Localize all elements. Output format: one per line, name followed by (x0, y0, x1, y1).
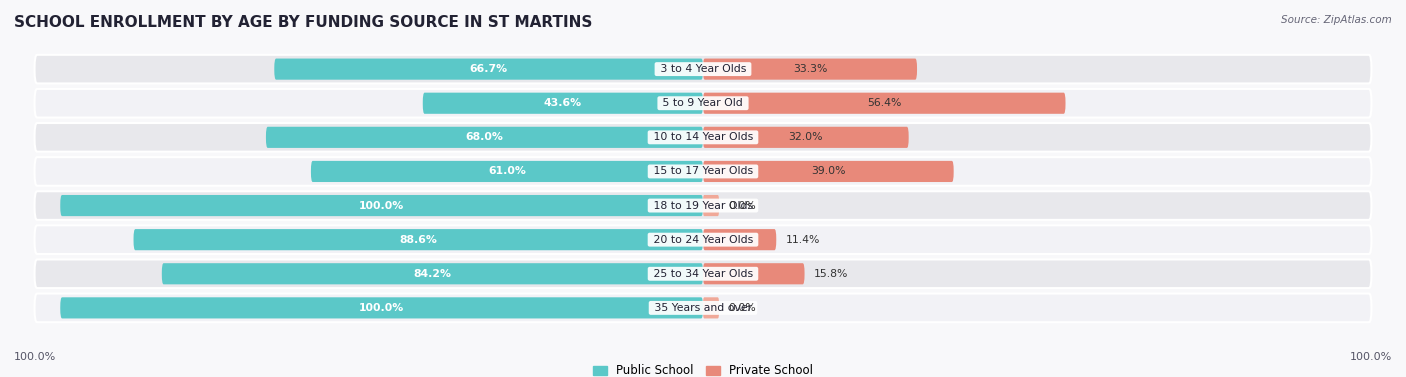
FancyBboxPatch shape (35, 55, 1371, 83)
Text: 32.0%: 32.0% (789, 132, 823, 143)
FancyBboxPatch shape (703, 161, 953, 182)
Text: 15 to 17 Year Olds: 15 to 17 Year Olds (650, 166, 756, 176)
Text: 100.0%: 100.0% (14, 352, 56, 362)
Text: 68.0%: 68.0% (465, 132, 503, 143)
Text: 100.0%: 100.0% (359, 303, 405, 313)
FancyBboxPatch shape (703, 58, 917, 80)
Text: 11.4%: 11.4% (786, 234, 820, 245)
Text: 43.6%: 43.6% (544, 98, 582, 108)
FancyBboxPatch shape (134, 229, 703, 250)
Text: 25 to 34 Year Olds: 25 to 34 Year Olds (650, 269, 756, 279)
FancyBboxPatch shape (35, 259, 1371, 288)
FancyBboxPatch shape (60, 195, 703, 216)
FancyBboxPatch shape (703, 195, 718, 216)
Text: SCHOOL ENROLLMENT BY AGE BY FUNDING SOURCE IN ST MARTINS: SCHOOL ENROLLMENT BY AGE BY FUNDING SOUR… (14, 15, 592, 30)
FancyBboxPatch shape (35, 89, 1371, 118)
FancyBboxPatch shape (703, 127, 908, 148)
Text: 18 to 19 Year Olds: 18 to 19 Year Olds (650, 201, 756, 211)
FancyBboxPatch shape (423, 93, 703, 114)
FancyBboxPatch shape (35, 191, 1371, 220)
Legend: Public School, Private School: Public School, Private School (593, 365, 813, 377)
Text: 5 to 9 Year Old: 5 to 9 Year Old (659, 98, 747, 108)
FancyBboxPatch shape (162, 263, 703, 284)
Text: 15.8%: 15.8% (814, 269, 849, 279)
FancyBboxPatch shape (60, 297, 703, 319)
Text: 35 Years and over: 35 Years and over (651, 303, 755, 313)
FancyBboxPatch shape (311, 161, 703, 182)
FancyBboxPatch shape (35, 157, 1371, 186)
Text: 66.7%: 66.7% (470, 64, 508, 74)
Text: 0.0%: 0.0% (728, 201, 756, 211)
FancyBboxPatch shape (703, 297, 718, 319)
FancyBboxPatch shape (266, 127, 703, 148)
Text: 33.3%: 33.3% (793, 64, 827, 74)
Text: 20 to 24 Year Olds: 20 to 24 Year Olds (650, 234, 756, 245)
FancyBboxPatch shape (703, 263, 804, 284)
Text: 39.0%: 39.0% (811, 166, 845, 176)
Text: 100.0%: 100.0% (1350, 352, 1392, 362)
Text: 84.2%: 84.2% (413, 269, 451, 279)
FancyBboxPatch shape (35, 225, 1371, 254)
Text: 10 to 14 Year Olds: 10 to 14 Year Olds (650, 132, 756, 143)
FancyBboxPatch shape (35, 123, 1371, 152)
FancyBboxPatch shape (274, 58, 703, 80)
Text: 0.0%: 0.0% (728, 303, 756, 313)
FancyBboxPatch shape (703, 93, 1066, 114)
Text: 56.4%: 56.4% (868, 98, 901, 108)
Text: 100.0%: 100.0% (359, 201, 405, 211)
FancyBboxPatch shape (703, 229, 776, 250)
Text: 3 to 4 Year Olds: 3 to 4 Year Olds (657, 64, 749, 74)
Text: 88.6%: 88.6% (399, 234, 437, 245)
FancyBboxPatch shape (35, 294, 1371, 322)
Text: Source: ZipAtlas.com: Source: ZipAtlas.com (1281, 15, 1392, 25)
Text: 61.0%: 61.0% (488, 166, 526, 176)
